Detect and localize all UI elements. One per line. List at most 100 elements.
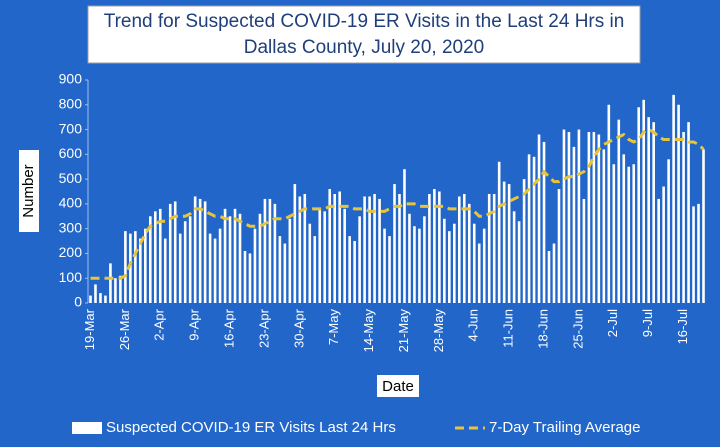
bar (353, 241, 356, 303)
bar (577, 129, 581, 303)
bar (233, 208, 237, 303)
bar (188, 216, 192, 303)
bar (338, 191, 341, 303)
x-tick-label: 30-Apr (291, 308, 306, 348)
bar (652, 122, 655, 303)
bar (492, 193, 496, 303)
bar (358, 216, 361, 303)
bar (129, 233, 132, 303)
x-tick-label: 16-Jul (675, 309, 690, 345)
bar (617, 119, 621, 304)
x-tick-label: 16-Apr (221, 308, 236, 348)
bar (537, 134, 541, 303)
bar (363, 196, 366, 303)
y-label-box (19, 150, 39, 232)
y-tick-label: 100 (59, 269, 83, 285)
bar (682, 132, 685, 303)
bar (587, 132, 591, 303)
bar (313, 236, 317, 303)
x-tick-label: 23-Apr (256, 308, 271, 348)
bar (333, 193, 337, 303)
y-tick-label: 200 (59, 244, 83, 260)
bar (697, 203, 700, 303)
chart-title: Dallas County, July 20, 2020 (244, 37, 484, 58)
bar (163, 238, 167, 303)
bar (203, 201, 207, 303)
title-box (87, 5, 641, 64)
bar (288, 218, 292, 303)
bar (662, 186, 665, 303)
bar (672, 94, 675, 303)
bar (542, 141, 546, 303)
bar (438, 191, 441, 303)
bar (467, 203, 471, 303)
bar (119, 275, 122, 303)
bar (393, 184, 396, 303)
legend-swatch (72, 422, 102, 434)
bar (228, 216, 232, 303)
x-tick-label: 26-Mar (117, 308, 132, 350)
x-tick-label: 2-Apr (152, 308, 167, 340)
bar (552, 243, 556, 303)
bar (298, 196, 302, 303)
bar (448, 231, 451, 303)
bar (462, 193, 466, 303)
bar (677, 104, 680, 304)
bar (323, 211, 327, 303)
bar (457, 196, 461, 303)
bar (183, 221, 187, 303)
x-tick-label: 2-Jul (605, 309, 620, 337)
bar (308, 223, 312, 303)
bar (592, 132, 596, 303)
bar (263, 198, 267, 303)
bar (343, 208, 346, 303)
y-tick-label: 0 (74, 294, 82, 310)
bar (477, 243, 481, 303)
bar (253, 228, 257, 303)
bar (582, 198, 586, 303)
y-tick-label: 600 (59, 145, 83, 161)
x-tick-label: 18-Jun (535, 309, 550, 349)
bar (318, 208, 322, 303)
bar (657, 198, 660, 303)
bar (423, 216, 426, 303)
y-tick-label: 500 (59, 170, 83, 186)
bar (104, 295, 107, 303)
bar (453, 223, 456, 303)
bar (223, 208, 227, 303)
x-tick-label: 25-Jun (570, 309, 585, 349)
bar (293, 184, 297, 303)
x-tick-label: 7-May (326, 309, 341, 346)
x-tick-label: 9-Jul (640, 309, 655, 337)
bar (348, 236, 351, 303)
bar (218, 228, 222, 303)
bar (702, 149, 705, 303)
bar (398, 193, 401, 303)
bar (632, 164, 636, 303)
bar (283, 243, 287, 303)
y-tick-label: 800 (59, 95, 83, 111)
bar (388, 236, 391, 303)
bar (213, 238, 217, 303)
bar (487, 193, 491, 303)
bar (687, 122, 690, 303)
bar (547, 250, 551, 303)
bar (567, 132, 571, 303)
bar (109, 263, 112, 303)
bar (607, 104, 611, 304)
bar (532, 156, 536, 303)
bar (148, 216, 152, 303)
bar (602, 149, 606, 303)
bar (517, 221, 521, 303)
bar (89, 295, 92, 303)
bar (278, 236, 282, 303)
bar (413, 226, 416, 303)
x-tick-label: 14-May (361, 309, 376, 353)
bar (557, 189, 561, 303)
bar (627, 166, 631, 303)
x-tick-label: 28-May (431, 309, 446, 353)
x-tick-label: 21-May (396, 309, 411, 353)
bar (238, 213, 242, 303)
bar (134, 231, 137, 303)
y-axis-label: Number (20, 164, 37, 217)
